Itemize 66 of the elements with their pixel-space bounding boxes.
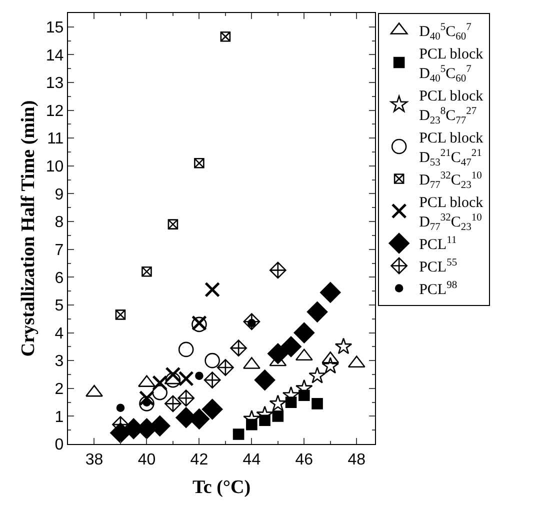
point xyxy=(306,302,328,322)
y-tick-label: 1 xyxy=(54,408,64,426)
point xyxy=(254,370,276,390)
point xyxy=(168,219,178,230)
y-tick-label: 15 xyxy=(46,20,64,36)
y-tick-label: 9 xyxy=(54,186,64,204)
y-tick-label: 7 xyxy=(54,242,64,259)
x-axis-title: Tc (°C) xyxy=(192,477,251,498)
x-tick-label: 46 xyxy=(295,451,314,468)
point xyxy=(164,395,182,412)
y-tick-label: 12 xyxy=(46,102,64,120)
point xyxy=(152,375,168,391)
point xyxy=(152,384,168,400)
point xyxy=(282,386,300,403)
y-tick-label: 6 xyxy=(54,270,64,287)
legend-label: PCL$^{98}$ xyxy=(419,280,458,298)
point xyxy=(243,313,260,330)
point xyxy=(178,342,194,358)
y-tick-label: 10 xyxy=(46,158,64,176)
point xyxy=(272,410,284,422)
point xyxy=(308,366,326,384)
point xyxy=(116,404,125,412)
point xyxy=(232,428,244,440)
point xyxy=(142,266,152,277)
y-tick-label: 13 xyxy=(46,75,64,92)
point xyxy=(296,379,313,396)
legend-label: PCL$^{11}$ xyxy=(419,234,457,254)
point xyxy=(280,336,302,358)
y-tick-label: 14 xyxy=(46,47,64,64)
point xyxy=(269,394,287,412)
y-tick-label: 4 xyxy=(54,325,64,342)
x-tick-label: 44 xyxy=(242,451,261,468)
point xyxy=(322,357,340,374)
point xyxy=(139,396,154,412)
x-tick-label: 42 xyxy=(190,451,208,468)
x-tick-label: 40 xyxy=(138,451,156,468)
y-tick-label: 0 xyxy=(54,436,64,454)
legend-label: PCL$^{55}$ xyxy=(419,257,458,276)
point xyxy=(195,372,204,380)
y-tick-label: 11 xyxy=(47,130,64,148)
point xyxy=(194,158,204,168)
point xyxy=(216,359,234,376)
point xyxy=(269,262,286,279)
point xyxy=(204,352,220,368)
point xyxy=(220,31,231,42)
point xyxy=(202,398,223,420)
point xyxy=(204,372,221,388)
x-tick-label: 38 xyxy=(85,451,104,468)
point xyxy=(230,340,248,357)
point xyxy=(320,282,341,303)
point xyxy=(165,372,181,388)
y-tick-label: 5 xyxy=(54,298,64,315)
y-tick-label: 3 xyxy=(54,353,64,370)
y-tick-label: 8 xyxy=(54,214,64,232)
point xyxy=(294,322,315,344)
point xyxy=(138,390,154,406)
y-axis-title: Crystallization Half Time (min) xyxy=(18,100,39,357)
point xyxy=(204,282,220,298)
point xyxy=(268,343,288,364)
point xyxy=(178,390,195,407)
point xyxy=(248,318,256,328)
x-tick-label: 48 xyxy=(348,451,366,468)
y-tick-label: 2 xyxy=(54,380,64,398)
point xyxy=(334,338,352,354)
point xyxy=(115,310,126,320)
point xyxy=(312,398,323,410)
